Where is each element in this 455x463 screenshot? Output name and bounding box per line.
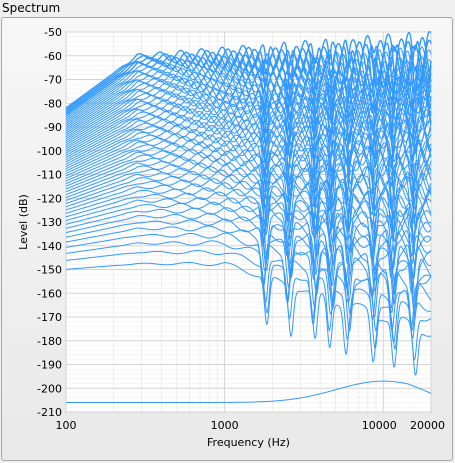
spectrum-series-line [65,162,432,245]
y-tick-labels: -50 -60 -70 -80 -90 -100 -110 -120 -130 -140 -150 -… [37,26,62,419]
spectrum-series-line [65,218,432,317]
y-tick-label: -120 [37,192,62,205]
spectrum-series-line [65,79,432,136]
y-tick-label: -80 [44,97,62,110]
y-tick-label: -140 [37,240,62,253]
spectrum-series-line [66,380,432,403]
y-tick-label: -160 [37,287,62,300]
spectrum-series-line [65,144,432,223]
spectrum-series-line [65,115,432,175]
y-tick-label: -130 [37,216,62,229]
y-tick-label: -110 [37,169,62,182]
y-tick-label: -210 [37,406,62,419]
y-tick-label: -90 [44,121,62,134]
y-tick-label: -50 [44,26,62,39]
spectrum-series-line [66,261,432,376]
y-tick-label: -170 [37,311,62,324]
y-tick-label: -60 [44,50,62,63]
y-tick-label: -100 [37,145,62,158]
spectrum-series-line [65,182,432,270]
x-tick-label: 100 [56,419,77,432]
y-tick-label: -150 [37,264,62,277]
spectrum-series-line [65,31,432,109]
spectrum-series-line [65,98,432,157]
x-tick-label: 1000 [211,419,239,432]
y-tick-label: -200 [37,382,62,395]
x-axis-label: Frequency (Hz) [207,436,290,449]
window-title: Spectrum [2,1,61,15]
y-axis-label: Level (dB) [17,194,30,250]
x-tick-labels: 100 1000 10000 20000 [56,419,446,432]
x-tick-label: 10000 [362,419,397,432]
spectrum-series-line [65,212,432,305]
series-group [65,31,432,403]
y-tick-label: -70 [44,74,62,87]
spectrum-series-line [65,86,432,149]
y-tick-label: -180 [37,335,62,348]
spectrum-series-line [65,103,432,168]
spectrum-series-line [65,197,432,293]
spectrum-series-line [65,39,432,114]
spectrum-series-line [65,37,432,112]
spectrum-series-line [65,225,432,332]
x-tick-label: 20000 [410,419,445,432]
spectrum-series-line [65,56,432,123]
y-tick-label: -190 [37,359,62,372]
spectrum-series-line [65,155,432,233]
